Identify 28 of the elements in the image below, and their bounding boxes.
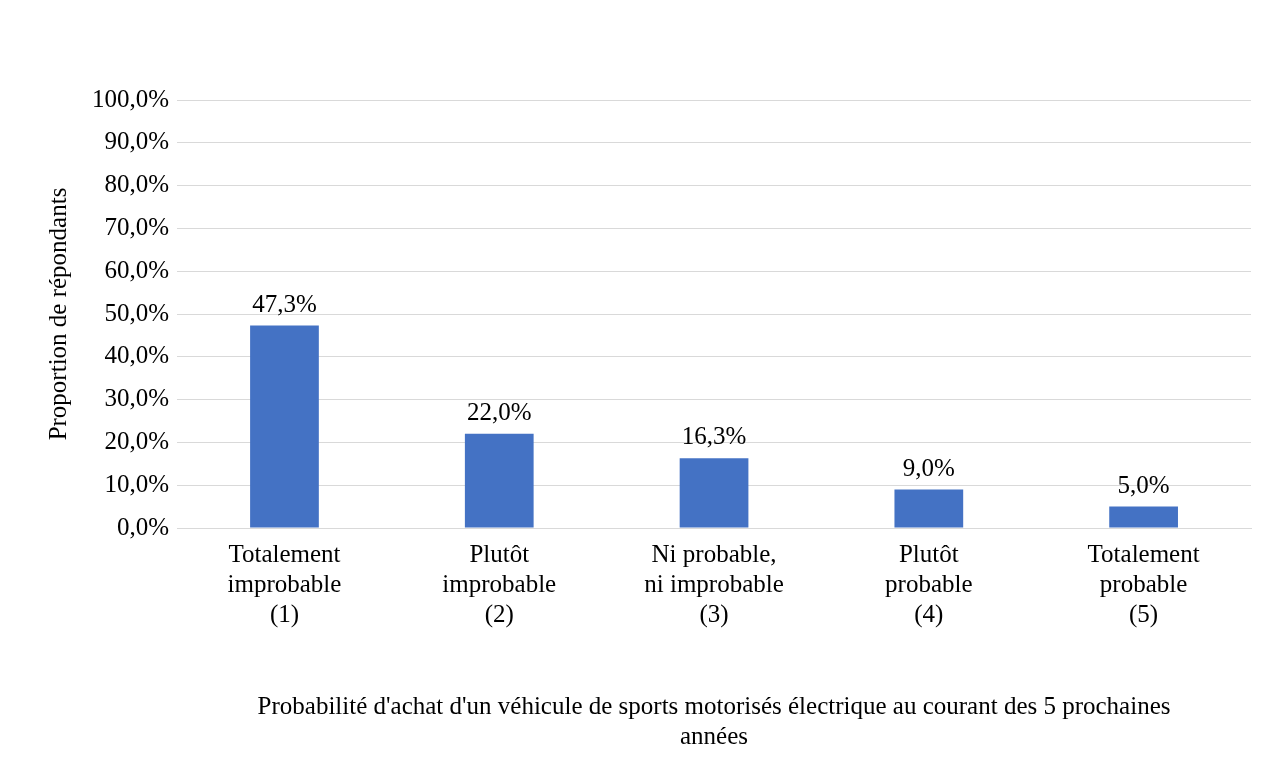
data-label: 5,0%	[1117, 470, 1170, 498]
bar	[679, 458, 749, 528]
data-label: 9,0%	[902, 453, 955, 481]
x-tick-label: Totalement probable (5)	[1087, 539, 1200, 628]
y-tick-label: 20,0%	[104, 426, 170, 454]
y-tick-label: 100,0%	[92, 84, 170, 112]
y-tick-label: 0,0%	[117, 512, 170, 540]
x-tick-label: Ni probable, ni improbable (3)	[644, 539, 784, 628]
bar	[250, 325, 319, 528]
y-tick-label: 30,0%	[104, 384, 170, 412]
bar	[464, 433, 534, 528]
y-tick-label: 90,0%	[104, 127, 170, 155]
y-tick-label: 40,0%	[104, 341, 170, 369]
x-axis-title: Probabilité d'achat d'un véhicule de sports motorisés électrique au courant des 5 prochaines années	[257, 691, 1171, 749]
y-tick-label: 50,0%	[104, 298, 170, 326]
x-tick-label: Plutôt probable (4)	[885, 539, 973, 628]
x-tick-label: Totalement improbable (1)	[227, 539, 342, 628]
data-label: 47,3%	[252, 289, 317, 317]
y-axis-title: Proportion de répondants	[43, 187, 71, 441]
data-label: 22,0%	[466, 397, 532, 425]
bar	[894, 489, 964, 528]
y-tick-label: 70,0%	[104, 212, 170, 240]
bar	[1109, 506, 1178, 528]
y-tick-label: 10,0%	[104, 469, 170, 497]
data-label: 16,3%	[681, 422, 747, 450]
y-tick-label: 60,0%	[104, 255, 170, 283]
y-tick-label: 80,0%	[104, 170, 170, 198]
x-tick-label: Plutôt improbable (2)	[442, 539, 557, 628]
